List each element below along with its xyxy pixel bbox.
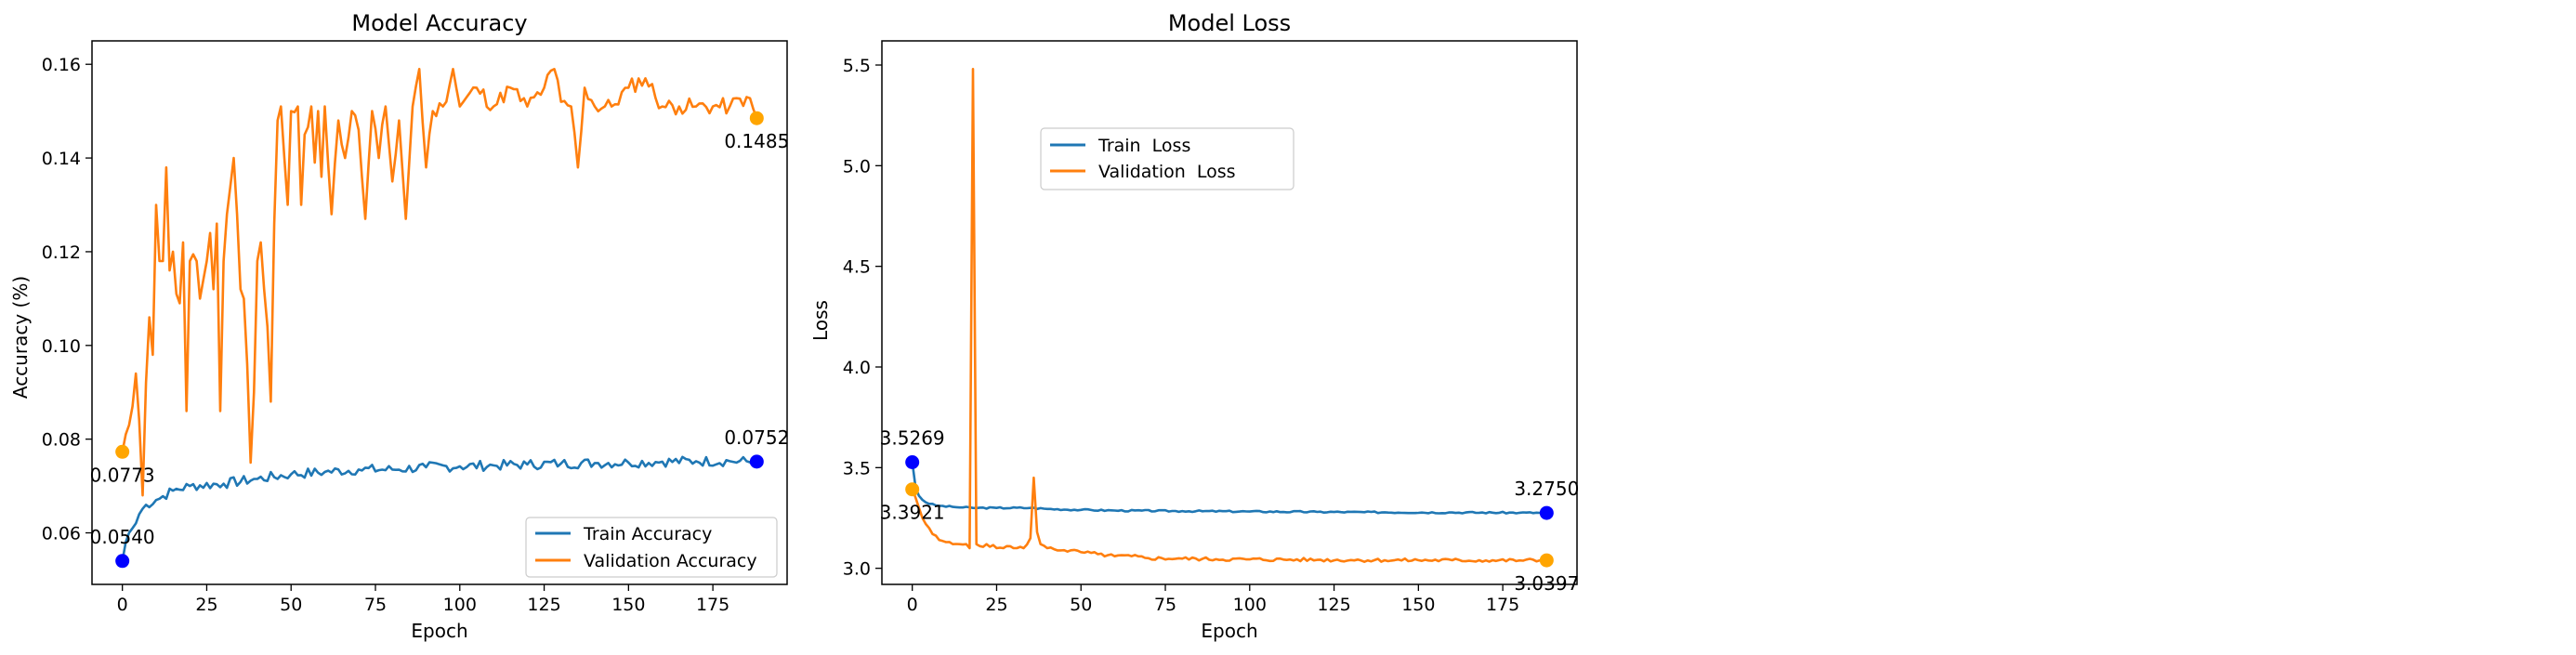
loss-markers: 3.5269 3.2750 3.3921 3.0397 [880, 427, 1580, 596]
accuracy-markers: 0.0540 0.0752 0.0773 0.1485 [90, 111, 789, 569]
accuracy-x-axis-label: Epoch [411, 620, 467, 642]
accuracy-legend-box [525, 517, 778, 578]
data-point-marker [1539, 505, 1554, 520]
data-point-label: 0.0752 [724, 426, 789, 449]
accuracy-chart: Model Accuracy Epoch Accuracy (%) 0 25 50 7… [9, 10, 789, 642]
y-tick-label: 5.0 [843, 156, 871, 177]
x-tick-label: 150 [1401, 595, 1435, 615]
legend-label-validation-loss: Validation Loss [1098, 162, 1236, 182]
data-point-marker [749, 111, 764, 125]
x-tick-label: 0 [907, 595, 918, 615]
data-point-marker [115, 554, 130, 569]
accuracy-y-axis-label: Accuracy (%) [9, 276, 32, 399]
x-tick-label: 175 [696, 595, 729, 615]
x-tick-label: 25 [985, 595, 1007, 615]
data-point-marker [115, 444, 130, 459]
series-line-validation-loss [911, 68, 1547, 564]
data-point-label: 3.0397 [1514, 572, 1579, 595]
data-point-marker [905, 455, 920, 470]
x-tick-label: 50 [1070, 595, 1092, 615]
series-line-validation-accuracy [121, 68, 758, 497]
series-line-train-loss [911, 462, 1547, 515]
x-tick-label: 75 [364, 595, 387, 615]
x-tick-label: 50 [280, 595, 302, 615]
y-tick-label: 0.08 [42, 430, 81, 451]
loss-y-axis-label: Loss [809, 300, 832, 341]
y-tick-label: 0.06 [42, 524, 81, 544]
y-tick-label: 4.5 [843, 257, 871, 278]
x-tick-label: 75 [1154, 595, 1176, 615]
y-tick-label: 4.0 [843, 358, 871, 378]
x-tick-label: 125 [1317, 595, 1350, 615]
loss-legend: Train Loss Validation Loss [1040, 127, 1295, 190]
accuracy-ticks: 0 25 50 75 100 125 150 175 0.06 0.08 0.10 0.12 0.14 0… [42, 55, 730, 615]
y-tick-label: 0.16 [42, 55, 81, 75]
x-tick-label: 125 [527, 595, 560, 615]
loss-legend-box [1040, 127, 1295, 190]
loss-chart-title: Model Loss [1168, 10, 1291, 36]
y-tick-label: 3.0 [843, 559, 871, 580]
y-tick-label: 0.12 [42, 242, 81, 263]
loss-lines [911, 68, 1547, 564]
y-tick-label: 5.5 [843, 56, 871, 76]
x-tick-label: 175 [1486, 595, 1519, 615]
data-point-label: 0.1485 [724, 130, 789, 152]
series-line-train-accuracy [121, 455, 758, 562]
data-point-label: 3.2750 [1514, 478, 1579, 500]
data-point-marker [1539, 553, 1554, 568]
loss-x-axis-label: Epoch [1201, 620, 1257, 642]
data-point-label: 3.3921 [880, 502, 945, 524]
y-tick-label: 0.10 [42, 336, 81, 357]
accuracy-legend: Train Accuracy Validation Accuracy [525, 517, 778, 578]
y-tick-label: 3.5 [843, 458, 871, 478]
x-tick-label: 100 [443, 595, 477, 615]
data-point-label: 0.0540 [90, 526, 155, 548]
legend-label-train-loss: Train Loss [1097, 136, 1190, 156]
data-point-marker [905, 482, 920, 497]
x-tick-label: 25 [195, 595, 217, 615]
loss-chart: Model Loss Epoch Loss 0 25 50 75 100 125 150 17… [809, 10, 1579, 642]
legend-label-train-accuracy: Train Accuracy [583, 524, 712, 544]
accuracy-lines [121, 68, 758, 562]
legend-label-validation-accuracy: Validation Accuracy [584, 551, 757, 571]
data-point-label: 3.5269 [880, 427, 945, 450]
y-tick-label: 0.14 [42, 149, 81, 169]
loss-ticks: 0 25 50 75 100 125 150 175 3.0 3.5 4.0 4.5 5.0 5.5 [843, 56, 1519, 615]
accuracy-chart-title: Model Accuracy [351, 10, 527, 36]
x-tick-label: 0 [117, 595, 128, 615]
data-point-label: 0.0773 [90, 464, 155, 486]
x-tick-label: 150 [611, 595, 645, 615]
accuracy-plot-frame [91, 40, 788, 585]
x-tick-label: 100 [1233, 595, 1267, 615]
loss-plot-frame [881, 40, 1578, 585]
data-point-marker [749, 454, 764, 469]
